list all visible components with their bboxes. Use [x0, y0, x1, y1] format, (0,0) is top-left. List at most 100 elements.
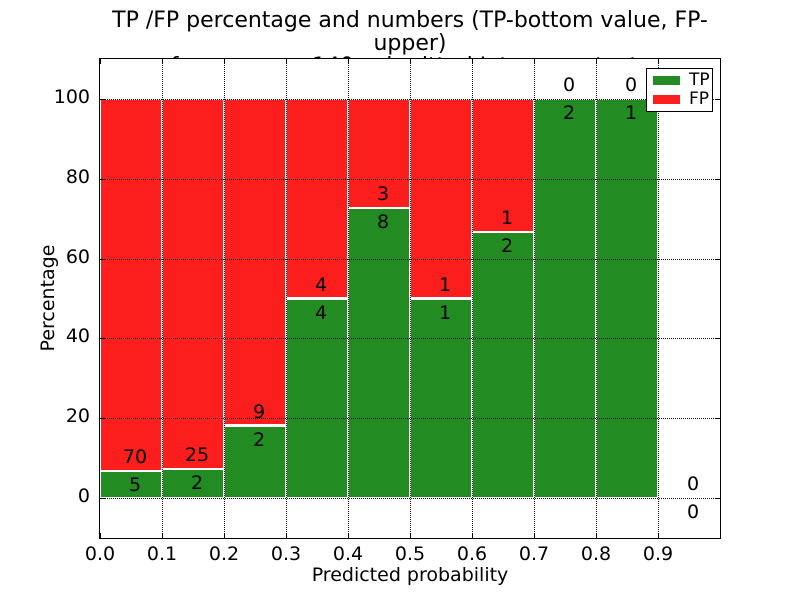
x-tick-top — [286, 59, 287, 64]
gridline-h — [100, 178, 720, 180]
x-tick-bottom — [348, 533, 349, 538]
tp-count-label: 2 — [190, 471, 204, 494]
y-tick-left — [100, 98, 105, 100]
x-tick-label: 0.7 — [518, 543, 550, 565]
x-tick-top — [534, 59, 535, 64]
y-tick-left — [100, 258, 105, 260]
tp-count-label: 0 — [686, 501, 700, 524]
tp-count-label: 8 — [376, 210, 390, 233]
x-tick-label: 0.5 — [394, 543, 426, 565]
tp-count-label: 2 — [500, 234, 514, 257]
bar-tp-6 — [472, 231, 534, 499]
x-tick-label: 0.0 — [84, 543, 116, 565]
gridline-v — [410, 59, 411, 538]
bar-tp-7 — [534, 98, 596, 499]
fp-count-label: 0 — [686, 473, 700, 496]
gridline-h — [100, 338, 720, 340]
fp-count-label: 9 — [252, 400, 266, 423]
tp-count-label: 2 — [252, 428, 266, 451]
tp-legend-swatch — [653, 76, 680, 85]
gridline-h — [100, 98, 720, 100]
tp-count-label: 2 — [562, 101, 576, 124]
x-axis-label: Predicted probability — [311, 564, 509, 586]
bars-layer — [100, 59, 720, 538]
y-tick-label: 80 — [65, 165, 90, 188]
tp-count-label: 1 — [624, 101, 638, 124]
x-tick-bottom — [658, 533, 659, 538]
bar-value-labels-layer: 70 5 25 2 9 2 4 4 3 8 1 1 1 2 0 2 0 1 0 0 — [100, 59, 720, 538]
x-tick-top — [410, 59, 411, 64]
gridline-h — [100, 498, 720, 500]
y-tick-right — [715, 258, 720, 260]
y-tick-label: 40 — [65, 325, 90, 348]
ticks-layer — [100, 59, 720, 538]
x-tick-bottom — [286, 533, 287, 538]
y-tick-label: 60 — [65, 245, 90, 268]
legend: TP FP — [646, 68, 713, 112]
fp-count-label: 0 — [562, 73, 576, 96]
x-tick-top — [162, 59, 163, 64]
gridline-v — [286, 59, 287, 538]
bar-fp-5 — [410, 98, 472, 299]
x-tick-bottom — [100, 533, 101, 538]
bar-fp-4 — [348, 98, 410, 208]
gridline-h — [100, 258, 720, 260]
x-tick-top — [658, 59, 659, 64]
fp-count-label: 25 — [184, 443, 210, 466]
bar-tp-3 — [286, 298, 348, 499]
gridline-v — [472, 59, 473, 538]
gridline-v — [596, 59, 597, 538]
x-tick-bottom — [472, 533, 473, 538]
x-tick-bottom — [162, 533, 163, 538]
chart-title-line1: TP /FP percentage and numbers (TP-bottom… — [112, 8, 708, 56]
y-tick-label: 0 — [77, 485, 90, 508]
x-tick-top — [224, 59, 225, 64]
gridline-v — [224, 59, 225, 538]
bar-fp-1 — [162, 98, 224, 469]
bar-fp-3 — [286, 98, 348, 299]
bar-tp-0 — [100, 471, 162, 499]
tp-count-label: 5 — [128, 474, 142, 497]
bar-fp-6 — [472, 98, 534, 232]
legend-item-fp: FP — [647, 91, 712, 108]
fp-count-label: 3 — [376, 182, 390, 205]
x-tick-label: 0.6 — [456, 543, 488, 565]
legend-item-tp: TP — [647, 72, 712, 89]
y-tick-right — [715, 418, 720, 420]
fp-count-label: 4 — [314, 273, 328, 296]
gridlines-layer — [100, 59, 720, 538]
tp-count-label: 1 — [438, 301, 452, 324]
x-tick-label: 0.2 — [208, 543, 240, 565]
y-tick-left — [100, 178, 105, 180]
fp-count-label: 1 — [500, 206, 514, 229]
y-axis-label: Percentage — [37, 244, 59, 352]
x-tick-label: 0.3 — [270, 543, 302, 565]
gridline-v — [162, 59, 163, 538]
x-tick-top — [348, 59, 349, 64]
fp-count-label: 70 — [122, 446, 148, 469]
x-tick-top — [596, 59, 597, 64]
legend-label-tp: TP — [689, 70, 710, 90]
x-tick-top — [100, 59, 101, 64]
x-tick-label: 0.9 — [642, 543, 674, 565]
x-tick-label: 0.1 — [146, 543, 178, 565]
fp-legend-swatch — [653, 95, 680, 104]
x-tick-label: 0.8 — [580, 543, 612, 565]
y-tick-label: 20 — [65, 405, 90, 428]
x-tick-bottom — [534, 533, 535, 538]
bar-tp-2 — [224, 425, 286, 499]
y-tick-right — [715, 178, 720, 180]
plot-area: 70 5 25 2 9 2 4 4 3 8 1 1 1 2 0 2 0 1 0 0 TP FP — [99, 58, 721, 539]
y-tick-left — [100, 338, 105, 340]
y-tick-left — [100, 418, 105, 420]
bar-fp-2 — [224, 98, 286, 426]
y-tick-label: 100 — [53, 85, 90, 108]
y-tick-right — [715, 498, 720, 500]
gridline-v — [348, 59, 349, 538]
y-tick-left — [100, 498, 105, 500]
x-tick-top — [472, 59, 473, 64]
fp-count-label: 1 — [438, 273, 452, 296]
bar-tp-5 — [410, 298, 472, 499]
bar-tp-8 — [596, 98, 658, 499]
